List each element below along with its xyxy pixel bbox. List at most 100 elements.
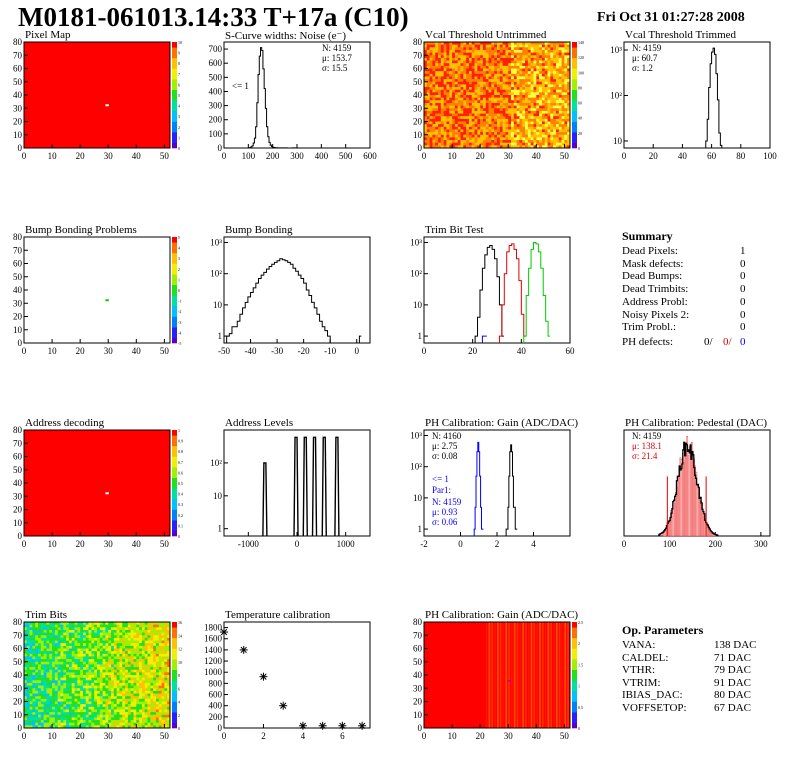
heatmap-cell	[38, 669, 42, 673]
heatmap-cell	[74, 675, 78, 678]
heatmap-cell	[74, 698, 78, 702]
colorbar-cell	[172, 100, 177, 106]
heatmap-cell	[82, 714, 87, 718]
heatmap-cell	[525, 44, 529, 48]
heatmap-cell	[161, 635, 165, 639]
heatmap-cell	[108, 640, 112, 644]
heatmap-cell	[525, 105, 529, 109]
heatmap-cell	[494, 97, 498, 101]
heatmap-cell	[474, 68, 478, 72]
heatmap-cell	[97, 693, 101, 697]
heatmap-cell	[491, 49, 495, 53]
heatmap-cell	[533, 95, 537, 98]
heatmap-cell	[471, 132, 475, 136]
series-peak	[321, 436, 327, 537]
heatmap-cell	[130, 701, 134, 705]
heatmap-cell	[482, 97, 487, 101]
y-tick-label: 50	[413, 77, 423, 87]
heatmap-cell	[477, 137, 481, 141]
heatmap-cell	[567, 89, 571, 93]
x-tick-label: 20	[649, 151, 659, 161]
heatmap-cell	[485, 44, 489, 48]
heatmap-cell	[488, 92, 492, 96]
heatmap-cell	[60, 656, 64, 660]
heatmap-cell	[49, 669, 53, 673]
heatmap-cell	[547, 52, 551, 56]
heatmap-cell	[429, 55, 433, 59]
heatmap-cell	[122, 645, 126, 649]
x-tick-label: 2	[495, 539, 500, 549]
heatmap-cell	[454, 142, 458, 146]
heatmap-cell	[525, 73, 529, 77]
heatmap-cell	[155, 706, 160, 710]
heatmap-cell	[108, 714, 112, 718]
y-tick-label: 20	[13, 697, 23, 707]
heatmap-cell	[424, 89, 428, 93]
heatmap-cell	[144, 661, 148, 665]
heatmap-cell	[438, 102, 442, 106]
heatmap-cell	[544, 129, 548, 133]
heatmap-cell	[40, 693, 44, 697]
heatmap-cell	[474, 63, 478, 67]
heatmap-cell	[24, 677, 28, 681]
stats-sigma: σ: 15.5	[322, 63, 348, 73]
heatmap-cell	[38, 685, 42, 689]
heatmap-cell	[150, 712, 154, 716]
heatmap-cell	[74, 725, 78, 729]
heatmap-cell	[438, 52, 442, 56]
heatmap-cell	[122, 704, 126, 708]
heatmap-cell	[513, 95, 517, 98]
heatmap-cell	[463, 129, 467, 133]
heatmap-cell	[150, 688, 154, 692]
heatmap-cell	[541, 95, 546, 98]
heatmap-cell	[144, 624, 148, 628]
heatmap-cell	[150, 622, 154, 625]
heatmap-cell	[449, 87, 453, 90]
heatmap-stripe	[502, 622, 505, 728]
y-tick-label: 10	[13, 130, 23, 140]
x-tick-label: 100	[242, 151, 256, 161]
heatmap-cell	[502, 42, 506, 45]
heatmap-cell	[468, 126, 473, 130]
heatmap-cell	[167, 706, 171, 710]
op-param-value: 71 DAC	[714, 651, 751, 664]
heatmap-cell	[105, 701, 109, 705]
heatmap-cell	[43, 651, 47, 655]
heatmap-cell	[38, 645, 42, 649]
heatmap-cell	[567, 116, 571, 120]
heatmap-cell	[508, 95, 512, 98]
marker-stroke	[240, 646, 247, 654]
heatmap-cell	[516, 52, 520, 56]
heatmap-cell	[29, 696, 33, 700]
heatmap-cell	[432, 52, 436, 56]
x-tick-label: 20	[76, 731, 86, 741]
heatmap-cell	[136, 712, 140, 716]
heatmap-cell	[429, 102, 433, 106]
heatmap-cell	[40, 675, 44, 678]
heatmap-cell	[49, 635, 53, 639]
heatmap-cell	[460, 113, 464, 117]
heatmap-cell	[508, 55, 512, 59]
heatmap-cell	[119, 720, 123, 723]
heatmap-cell	[477, 92, 481, 96]
heatmap-cell	[63, 717, 67, 721]
heatmap-cell	[85, 720, 89, 723]
heatmap-cell	[113, 664, 117, 668]
heatmap-cell	[35, 712, 39, 716]
heatmap-cell	[511, 132, 515, 136]
heatmap-cell	[29, 685, 33, 689]
heatmap-cell	[111, 698, 115, 702]
heatmap-cell	[99, 629, 103, 633]
heatmap-cell	[133, 661, 137, 665]
heatmap-cell	[474, 52, 478, 56]
heatmap-cell	[457, 126, 461, 130]
heatmap-cell	[38, 714, 42, 718]
heatmap-cell	[516, 47, 520, 51]
heatmap-cell	[71, 643, 75, 647]
op-param-value: 79 DAC	[714, 664, 751, 676]
heatmap-cell	[457, 44, 461, 48]
heatmap-cell	[66, 672, 70, 676]
heatmap-cell	[429, 97, 433, 101]
heatmap-cell	[454, 42, 458, 45]
heatmap-cell	[491, 102, 495, 106]
